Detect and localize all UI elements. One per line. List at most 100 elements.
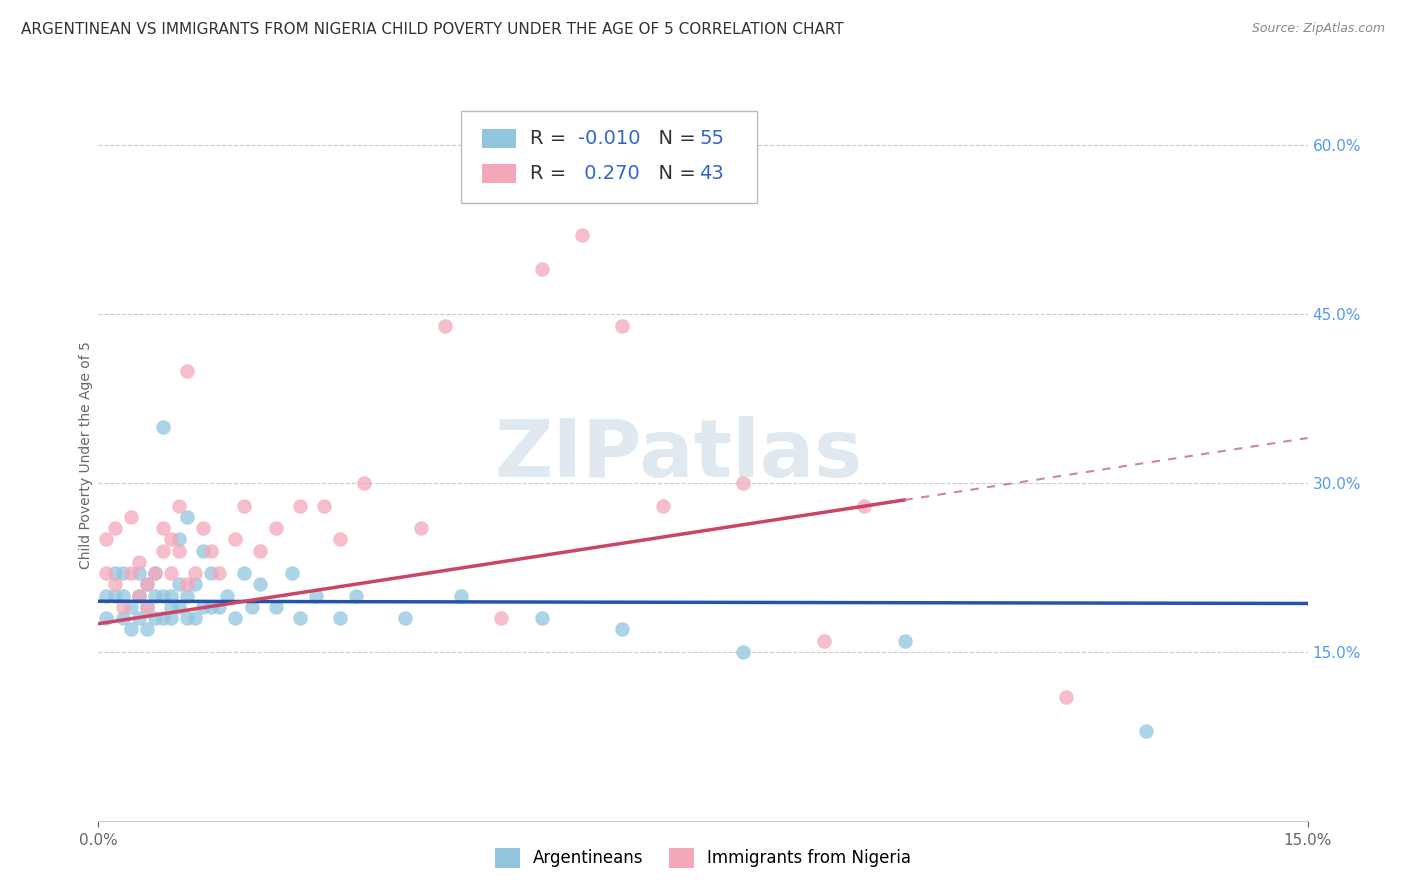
Point <box>152 419 174 434</box>
Point <box>128 589 150 603</box>
FancyBboxPatch shape <box>482 164 516 183</box>
Point <box>281 566 304 580</box>
Point <box>176 589 198 603</box>
Point <box>103 577 125 591</box>
Point <box>733 476 755 491</box>
Point <box>733 645 755 659</box>
Point <box>184 611 207 625</box>
Point <box>152 589 174 603</box>
Point <box>176 611 198 625</box>
Point <box>135 623 157 637</box>
Point <box>167 599 190 614</box>
Point <box>200 599 222 614</box>
Point <box>96 589 118 603</box>
Point <box>152 611 174 625</box>
Point <box>217 589 239 603</box>
Point <box>128 589 150 603</box>
Point <box>160 533 183 547</box>
Point <box>813 633 835 648</box>
Point <box>176 509 198 524</box>
FancyBboxPatch shape <box>461 112 758 202</box>
Point <box>200 566 222 580</box>
Point <box>249 577 271 591</box>
Point <box>167 543 190 558</box>
Point <box>224 611 246 625</box>
Point <box>167 577 190 591</box>
Point <box>344 589 367 603</box>
Point <box>288 611 311 625</box>
Point <box>160 599 183 614</box>
Text: R =: R = <box>530 128 572 148</box>
Point <box>120 599 142 614</box>
Point <box>135 577 157 591</box>
Point <box>434 318 457 333</box>
Y-axis label: Child Poverty Under the Age of 5: Child Poverty Under the Age of 5 <box>79 341 93 569</box>
Point <box>143 566 166 580</box>
Legend: Argentineans, Immigrants from Nigeria: Argentineans, Immigrants from Nigeria <box>488 841 918 875</box>
Point <box>200 543 222 558</box>
Point <box>208 566 231 580</box>
Text: 0.270: 0.270 <box>578 164 640 183</box>
Point <box>651 499 673 513</box>
Point <box>184 566 207 580</box>
Point <box>853 499 876 513</box>
Point <box>893 633 915 648</box>
Point <box>167 499 190 513</box>
Point <box>111 599 134 614</box>
Point <box>111 566 134 580</box>
Point <box>128 566 150 580</box>
Text: ARGENTINEAN VS IMMIGRANTS FROM NIGERIA CHILD POVERTY UNDER THE AGE OF 5 CORRELAT: ARGENTINEAN VS IMMIGRANTS FROM NIGERIA C… <box>21 22 844 37</box>
Point <box>176 363 198 377</box>
Point <box>329 611 352 625</box>
Point <box>96 533 118 547</box>
Point <box>409 521 432 535</box>
Point <box>96 566 118 580</box>
Point <box>120 623 142 637</box>
Point <box>530 611 553 625</box>
Point <box>305 589 328 603</box>
Point <box>96 611 118 625</box>
Point <box>111 611 134 625</box>
Text: R =: R = <box>530 164 572 183</box>
Point <box>160 611 183 625</box>
Point <box>208 599 231 614</box>
Text: N =: N = <box>647 164 702 183</box>
Point <box>193 521 215 535</box>
Point <box>128 611 150 625</box>
Point <box>135 599 157 614</box>
Text: N =: N = <box>647 128 702 148</box>
Point <box>103 521 125 535</box>
Point <box>184 577 207 591</box>
Point <box>530 262 553 277</box>
Point <box>329 533 352 547</box>
Point <box>176 577 198 591</box>
Text: 43: 43 <box>699 164 724 183</box>
Point <box>160 566 183 580</box>
Point <box>152 521 174 535</box>
Point <box>314 499 336 513</box>
Point <box>128 555 150 569</box>
Point <box>224 533 246 547</box>
Point <box>353 476 375 491</box>
Point <box>612 623 634 637</box>
Point <box>103 589 125 603</box>
Point <box>288 499 311 513</box>
Point <box>232 566 254 580</box>
Point <box>249 543 271 558</box>
Point <box>1054 690 1077 704</box>
Point <box>571 228 593 243</box>
Point <box>240 599 263 614</box>
Point <box>143 566 166 580</box>
Point <box>193 599 215 614</box>
Point <box>143 589 166 603</box>
Point <box>135 577 157 591</box>
Text: Source: ZipAtlas.com: Source: ZipAtlas.com <box>1251 22 1385 36</box>
Point <box>491 611 513 625</box>
Point <box>1135 723 1157 738</box>
Point <box>394 611 416 625</box>
Point <box>143 611 166 625</box>
Text: 55: 55 <box>699 128 724 148</box>
Point <box>152 543 174 558</box>
Point <box>264 599 287 614</box>
Point <box>111 589 134 603</box>
